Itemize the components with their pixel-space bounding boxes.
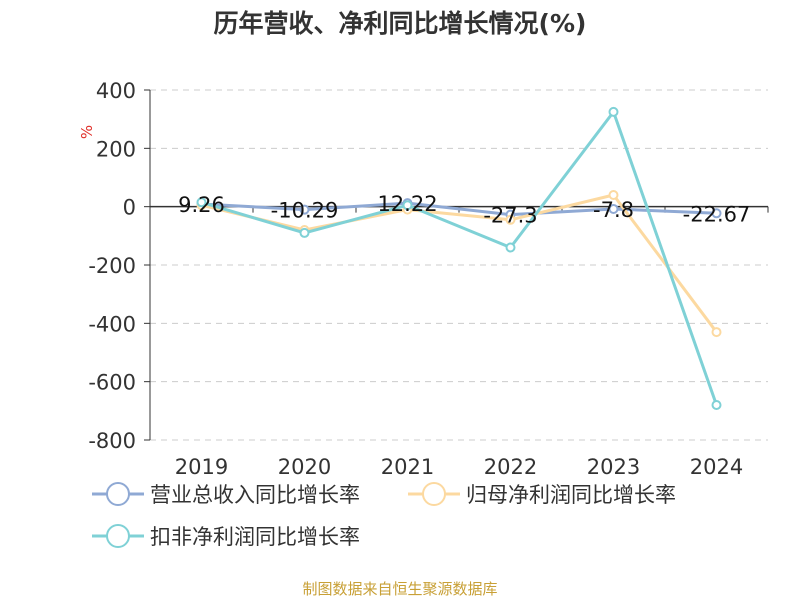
legend-item-3[interactable]: 扣非净利润同比增长率 bbox=[92, 524, 360, 549]
data-point bbox=[608, 106, 619, 117]
data-label: 12.22 bbox=[377, 192, 437, 216]
data-point bbox=[505, 214, 516, 225]
data-point bbox=[505, 242, 516, 253]
data-point bbox=[402, 200, 413, 211]
data-point bbox=[711, 208, 722, 219]
x-tick-label: 2023 bbox=[587, 455, 640, 479]
data-point bbox=[608, 203, 619, 214]
legend-item-2[interactable]: 归母净利润同比增长率 bbox=[408, 482, 676, 507]
legend-label: 营业总收入同比增长率 bbox=[150, 483, 360, 507]
y-tick-label: -600 bbox=[88, 371, 136, 395]
data-source-note: 制图数据来自恒生聚源数据库 bbox=[302, 580, 498, 598]
x-tick-label: 2024 bbox=[690, 455, 743, 479]
y-tick-label: 200 bbox=[96, 137, 136, 161]
data-point bbox=[608, 190, 619, 200]
y-tick-label: -800 bbox=[88, 429, 136, 453]
data-point bbox=[711, 327, 722, 338]
x-tick-label: 2019 bbox=[175, 455, 228, 479]
data-label: 9.26 bbox=[178, 193, 225, 217]
series-line-1 bbox=[201, 201, 717, 217]
x-tick-label: 2020 bbox=[278, 455, 331, 479]
data-label: -22.67 bbox=[683, 202, 751, 226]
legend-swatch-marker bbox=[106, 524, 130, 548]
legend-label: 归母净利润同比增长率 bbox=[466, 483, 676, 507]
data-label: -27.3 bbox=[483, 204, 537, 228]
chart-title: 历年营收、净利同比增长情况(%) bbox=[213, 9, 587, 38]
data-point bbox=[196, 197, 207, 208]
y-tick-label: 400 bbox=[96, 79, 136, 103]
legend-label: 扣非净利润同比增长率 bbox=[150, 525, 360, 549]
data-point bbox=[299, 204, 310, 215]
data-label: -7.8 bbox=[593, 198, 634, 222]
x-tick-label: 2022 bbox=[484, 455, 537, 479]
series-line-2 bbox=[201, 193, 718, 333]
y-tick-label: 0 bbox=[123, 196, 136, 220]
y-tick-label: -200 bbox=[88, 254, 136, 278]
y-tick-label: -400 bbox=[88, 312, 136, 336]
x-tick-label: 2021 bbox=[381, 455, 434, 479]
data-point bbox=[711, 400, 722, 410]
data-label: -10.29 bbox=[271, 199, 339, 223]
data-point bbox=[299, 227, 310, 238]
legend-swatch-marker bbox=[106, 482, 130, 506]
legend-item-1[interactable]: 营业总收入同比增长率 bbox=[92, 482, 360, 507]
series-line-3 bbox=[201, 110, 718, 406]
y-axis-label: % bbox=[78, 125, 96, 139]
legend-swatch-marker bbox=[422, 482, 446, 506]
